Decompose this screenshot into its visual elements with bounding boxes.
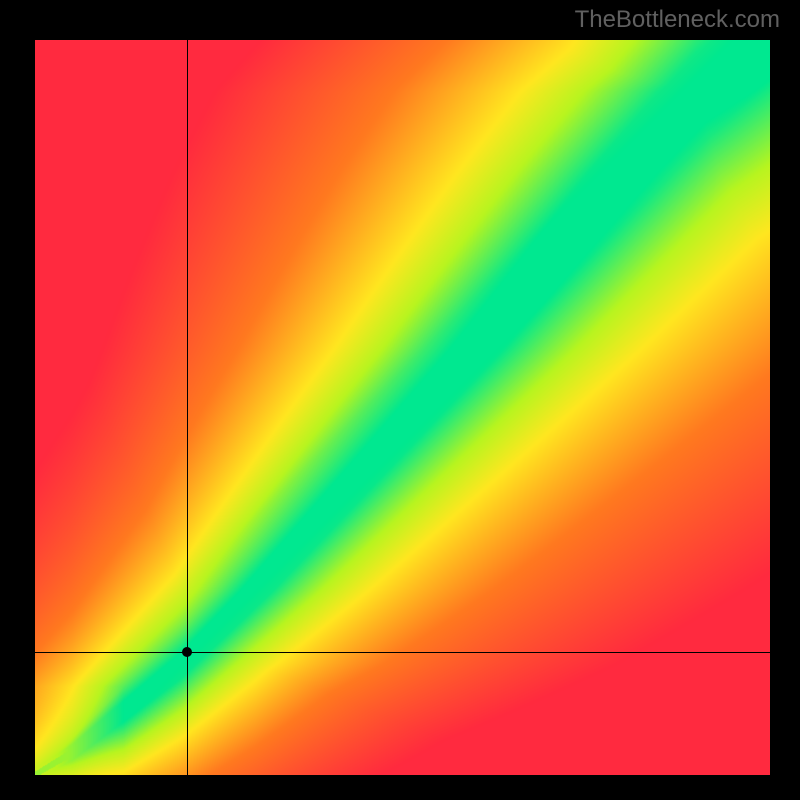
crosshair-horizontal <box>35 652 770 653</box>
attribution-label: TheBottleneck.com <box>575 6 780 34</box>
heatmap-plot <box>35 40 770 775</box>
crosshair-vertical <box>187 40 188 775</box>
crosshair-marker <box>182 647 192 657</box>
heatmap-canvas <box>35 40 770 775</box>
